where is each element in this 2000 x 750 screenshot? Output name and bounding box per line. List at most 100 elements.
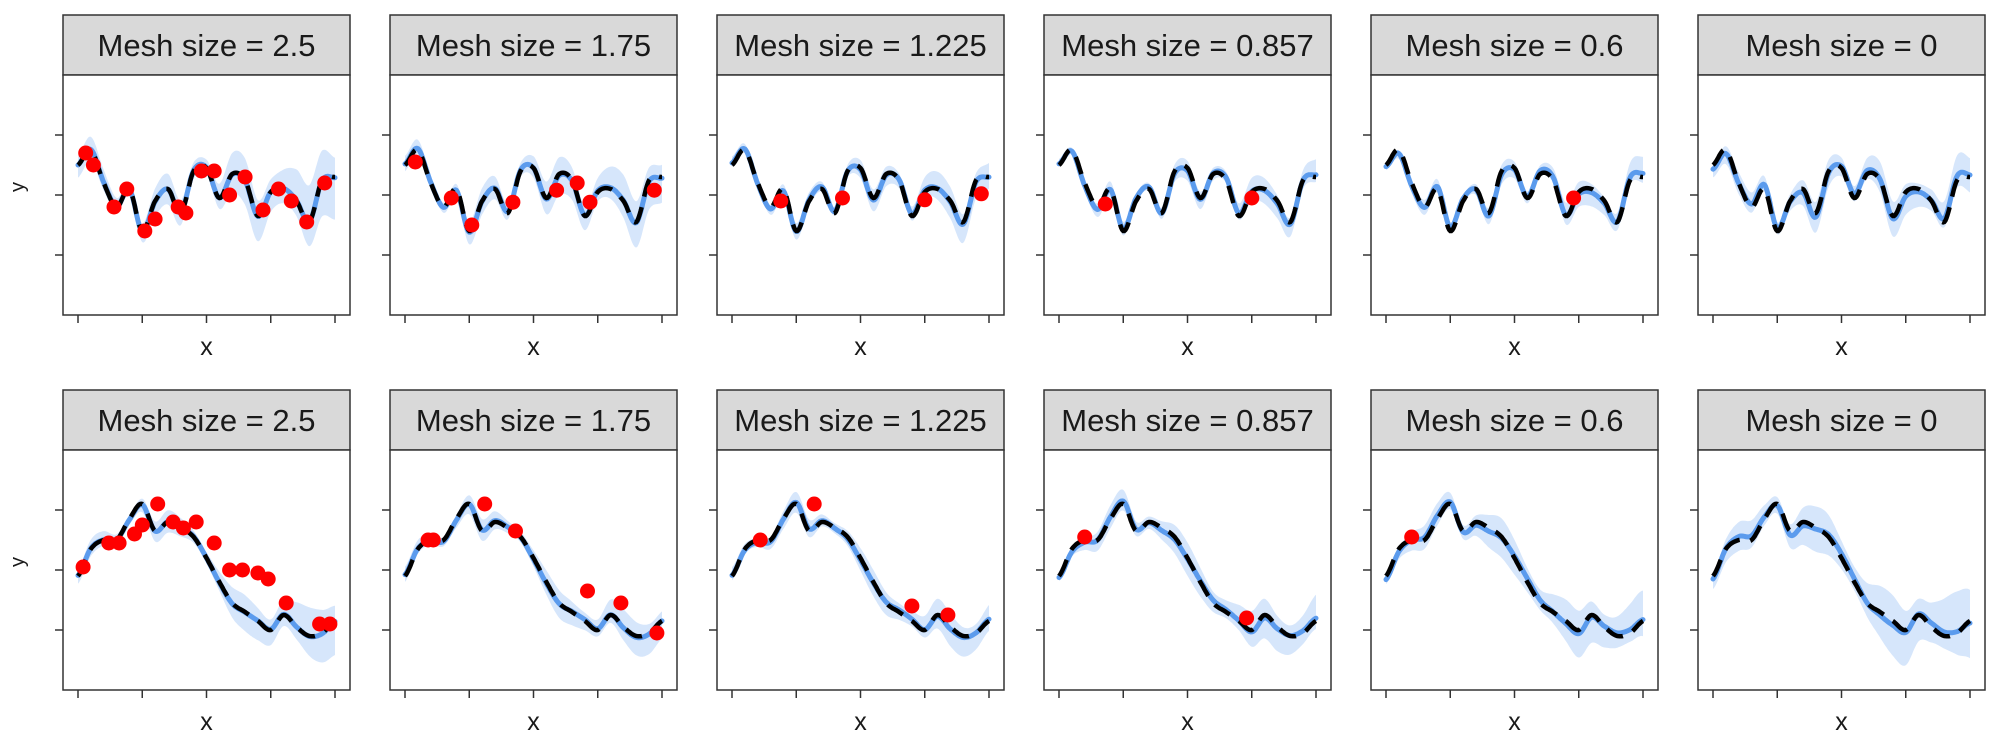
plot-area	[402, 495, 665, 657]
x-axis-title: x	[1181, 708, 1194, 736]
plot-background	[63, 450, 350, 690]
observation-point	[206, 163, 222, 179]
observation-point	[147, 211, 163, 227]
panel-r1-c6: Mesh size = 0 x	[1690, 14, 1986, 361]
observation-point	[85, 157, 101, 173]
observation-point	[178, 205, 194, 221]
facet-label: Mesh size = 2.5	[98, 28, 316, 63]
observation-point	[773, 193, 789, 209]
facet-label: Mesh size = 0.6	[1406, 403, 1624, 438]
true-function-line	[1711, 501, 1972, 639]
x-axis-title: x	[854, 333, 867, 361]
observation-point	[283, 193, 299, 209]
x-axis-title: x	[527, 708, 540, 736]
plot-area	[729, 143, 992, 244]
observation-point	[75, 559, 91, 575]
true-function-line	[1711, 147, 1970, 234]
facet-strip	[389, 14, 678, 76]
observation-point	[569, 175, 585, 191]
true-function-line	[1384, 147, 1643, 234]
facet-strip	[1370, 14, 1659, 76]
facet-label: Mesh size = 1.225	[734, 28, 986, 63]
observation-point	[235, 562, 250, 578]
observation-point	[193, 163, 209, 179]
observation-point	[188, 514, 204, 530]
observation-point	[464, 217, 480, 233]
observation-point	[278, 595, 294, 611]
observation-point	[312, 616, 328, 632]
observation-point	[646, 182, 662, 198]
plot-area	[1383, 147, 1646, 234]
plot-background	[1698, 450, 1985, 690]
observation-point	[237, 169, 253, 185]
panel-r2-c5: Mesh size = 0.6 x	[1363, 389, 1659, 736]
observation-point	[649, 625, 665, 641]
observation-point	[1077, 529, 1093, 545]
plot-area	[729, 492, 992, 657]
observation-point	[1566, 190, 1582, 206]
observation-point	[752, 532, 768, 548]
observation-point	[549, 182, 565, 198]
true-function-line	[76, 501, 337, 639]
observation-point	[477, 496, 493, 512]
observation-point	[134, 517, 150, 533]
facet-label: Mesh size = 0.857	[1061, 28, 1313, 63]
facet-label: Mesh size = 0	[1745, 28, 1937, 63]
panel-r1-c3: Mesh size = 1.225 x	[709, 14, 1005, 361]
observation-point	[835, 190, 850, 206]
panel-r1-c1: Mesh size = 2.5 x	[55, 14, 351, 361]
x-axis-title: x	[1835, 708, 1848, 736]
facet-strip	[1697, 389, 1986, 451]
observation-point	[222, 562, 238, 578]
facet-label: Mesh size = 1.75	[416, 28, 651, 63]
facet-label: Mesh size = 0.857	[1061, 403, 1313, 438]
facet-strip	[1370, 389, 1659, 451]
observation-point	[106, 199, 122, 215]
facet-strip	[62, 389, 351, 451]
observation-point	[904, 598, 920, 614]
observation-point	[271, 181, 286, 197]
uncertainty-band	[78, 498, 335, 663]
observation-point	[255, 202, 271, 218]
facet-label: Mesh size = 0.6	[1406, 28, 1624, 63]
observation-point	[119, 181, 135, 197]
observation-point	[206, 535, 222, 551]
plot-area	[1056, 147, 1319, 238]
plot-area	[1710, 146, 1973, 237]
x-axis-title: x	[1508, 333, 1521, 361]
observation-point	[508, 523, 523, 539]
plot-area	[1710, 496, 1973, 666]
observation-point	[317, 175, 333, 191]
facet-strip	[1697, 14, 1986, 76]
observation-point	[150, 496, 166, 512]
observation-point	[1404, 529, 1420, 545]
observation-point	[580, 583, 595, 599]
facet-label: Mesh size = 2.5	[98, 403, 316, 438]
facet-strip	[1043, 14, 1332, 76]
facet-strip	[716, 14, 1005, 76]
panel-r2-c6: Mesh size = 0 x	[1690, 389, 1986, 736]
uncertainty-band	[1713, 146, 1970, 237]
true-function-line	[730, 501, 991, 639]
panel-r1-c2: Mesh size = 1.75 x	[382, 14, 678, 361]
observation-point	[917, 192, 933, 208]
panel-r1-c5: Mesh size = 0.6 x	[1363, 14, 1659, 361]
observation-point	[806, 496, 822, 512]
facet-strip	[1043, 389, 1332, 451]
observation-point	[322, 616, 338, 632]
y-axis-titles: y y	[7, 182, 29, 567]
observation-point	[582, 194, 598, 210]
plot-area	[1383, 491, 1646, 658]
uncertainty-band	[1713, 496, 1970, 666]
facet-strip	[389, 389, 678, 451]
panel-r2-c4: Mesh size = 0.857 x	[1036, 389, 1332, 736]
observation-point	[1239, 610, 1255, 626]
observation-point	[299, 214, 315, 230]
x-axis-title: x	[527, 333, 540, 361]
x-axis-title: x	[1181, 333, 1194, 361]
y-axis-title-row-2: y	[7, 557, 29, 567]
observation-point	[137, 223, 153, 239]
true-function-line	[1057, 501, 1318, 639]
facet-label: Mesh size = 1.225	[734, 403, 986, 438]
